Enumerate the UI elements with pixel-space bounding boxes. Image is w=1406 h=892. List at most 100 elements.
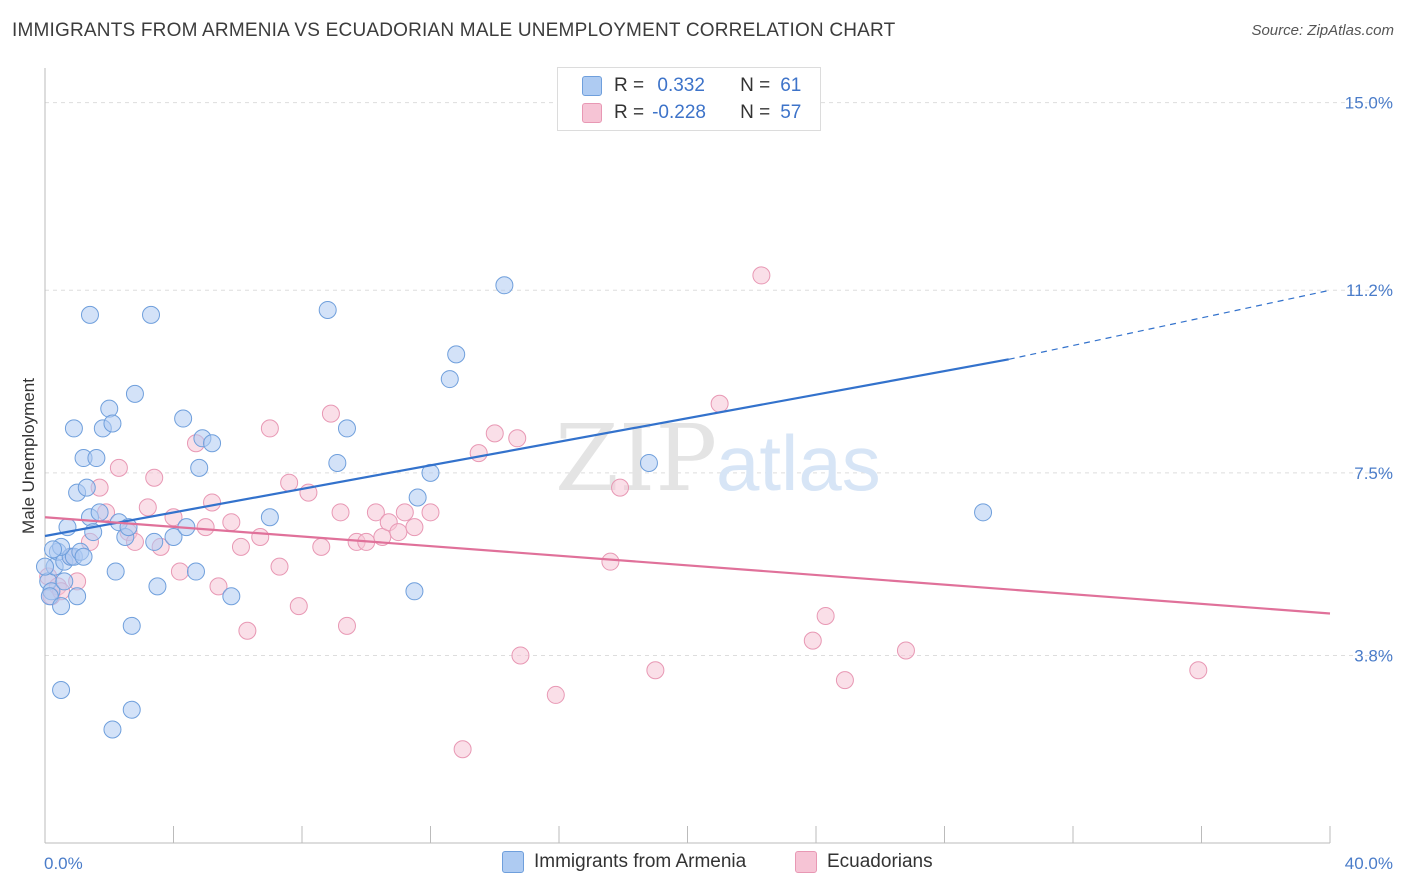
data-point-armenia <box>90 503 109 522</box>
legend-r-label: R = <box>614 75 645 96</box>
data-point-armenia <box>447 345 466 364</box>
y-tick-label: 11.2% <box>1346 281 1393 300</box>
data-point-ecuadorians <box>1189 661 1208 680</box>
data-point-armenia <box>103 414 122 433</box>
legend-swatch-armenia <box>502 851 524 873</box>
x-tick-label: 0.0% <box>44 854 83 873</box>
y-tick-label: 3.8% <box>1354 646 1393 665</box>
data-point-ecuadorians <box>289 597 308 616</box>
series-armenia <box>36 276 993 739</box>
data-point-armenia <box>222 587 241 606</box>
y-axis-label: Male Unemployment <box>19 378 38 534</box>
data-point-armenia <box>174 409 193 428</box>
legend-n-label: N = <box>740 102 771 123</box>
data-point-ecuadorians <box>816 606 835 625</box>
trend-line-armenia <box>44 358 1009 538</box>
data-point-armenia <box>186 562 205 581</box>
data-point-armenia <box>408 488 427 507</box>
data-point-ecuadorians <box>453 740 472 759</box>
data-point-ecuadorians <box>222 513 241 532</box>
data-point-armenia <box>87 449 106 468</box>
data-point-armenia <box>122 700 141 719</box>
gridlines <box>45 102 1392 656</box>
data-point-ecuadorians <box>611 478 630 497</box>
data-point-ecuadorians <box>421 503 440 522</box>
legend-row-ecuadorians: R = -0.228 N = 57 <box>582 100 801 126</box>
trend-extension-armenia <box>1008 289 1331 360</box>
watermark-atlas: atlas <box>716 419 881 507</box>
data-point-ecuadorians <box>511 646 530 665</box>
data-point-armenia <box>145 532 164 551</box>
data-point-ecuadorians <box>546 685 565 704</box>
data-point-armenia <box>440 370 459 389</box>
watermark-zip: ZIP <box>555 405 717 512</box>
data-point-ecuadorians <box>231 537 250 556</box>
data-point-armenia <box>318 300 337 319</box>
trend-line-ecuadorians <box>44 516 1331 615</box>
data-point-armenia <box>974 503 993 522</box>
data-point-ecuadorians <box>203 493 222 512</box>
data-point-armenia <box>80 305 99 324</box>
data-point-ecuadorians <box>366 503 385 522</box>
data-point-ecuadorians <box>646 661 665 680</box>
legend-n-value: 57 <box>780 102 802 123</box>
legend-item-armenia[interactable]: Immigrants from Armenia <box>502 851 746 873</box>
data-point-armenia <box>52 681 71 699</box>
data-point-armenia <box>122 616 141 635</box>
source-label: Source: ZipAtlas.com <box>1251 22 1394 39</box>
data-point-armenia <box>68 587 87 606</box>
data-point-ecuadorians <box>395 503 414 522</box>
data-point-ecuadorians <box>145 468 164 487</box>
data-point-armenia <box>100 399 119 418</box>
data-point-armenia <box>639 453 658 472</box>
data-point-ecuadorians <box>331 503 350 522</box>
data-point-armenia <box>260 508 279 527</box>
y-tick-label: 15.0% <box>1345 94 1393 113</box>
data-point-ecuadorians <box>312 537 331 556</box>
data-point-armenia <box>55 572 74 591</box>
data-point-armenia <box>44 540 63 559</box>
data-point-ecuadorians <box>138 498 157 517</box>
data-point-ecuadorians <box>280 473 299 492</box>
series-ecuadorians <box>39 266 1208 759</box>
legend-r-value: 0.332 <box>652 75 705 96</box>
axes <box>44 68 1331 844</box>
tick-labels: 3.8% 7.5% 11.2% 15.0% 0.0% 40.0% <box>44 94 1393 873</box>
correlation-legend: R = 0.332 N = 61 R = -0.228 N = 57 <box>557 67 821 131</box>
data-point-armenia <box>103 720 122 739</box>
data-point-armenia <box>148 577 167 596</box>
data-point-armenia <box>77 478 96 497</box>
data-point-ecuadorians <box>196 518 215 537</box>
legend-label-ecuadorians: Ecuadorians <box>827 851 933 872</box>
data-point-ecuadorians <box>238 621 257 640</box>
data-point-armenia <box>142 305 161 324</box>
x-tick-label: 40.0% <box>1345 854 1393 873</box>
data-point-ecuadorians <box>209 577 228 596</box>
legend-swatch-ecuadorians <box>795 851 817 873</box>
legend-r-label: R = <box>614 102 645 123</box>
data-point-armenia <box>106 562 125 581</box>
data-point-ecuadorians <box>109 458 128 477</box>
data-point-ecuadorians <box>752 266 771 285</box>
data-point-ecuadorians <box>337 616 356 635</box>
data-point-ecuadorians <box>251 528 270 546</box>
data-point-armenia <box>495 276 514 295</box>
series-legend: Immigrants from Armenia Ecuadorians <box>0 851 1406 877</box>
legend-n-value: 61 <box>780 75 802 96</box>
legend-swatch-armenia <box>582 76 602 96</box>
legend-swatch-ecuadorians <box>582 103 602 123</box>
data-point-armenia <box>125 384 144 403</box>
data-point-armenia <box>74 547 93 566</box>
data-point-armenia <box>36 557 54 576</box>
data-point-armenia <box>64 419 83 438</box>
y-tick-label: 7.5% <box>1354 464 1393 483</box>
data-point-ecuadorians <box>260 419 279 438</box>
data-point-ecuadorians <box>170 562 189 581</box>
data-point-ecuadorians <box>469 444 488 463</box>
legend-item-ecuadorians[interactable]: Ecuadorians <box>795 851 933 873</box>
data-point-armenia <box>190 458 209 477</box>
data-point-ecuadorians <box>601 552 620 571</box>
data-point-ecuadorians <box>321 404 340 423</box>
data-point-ecuadorians <box>835 671 854 690</box>
